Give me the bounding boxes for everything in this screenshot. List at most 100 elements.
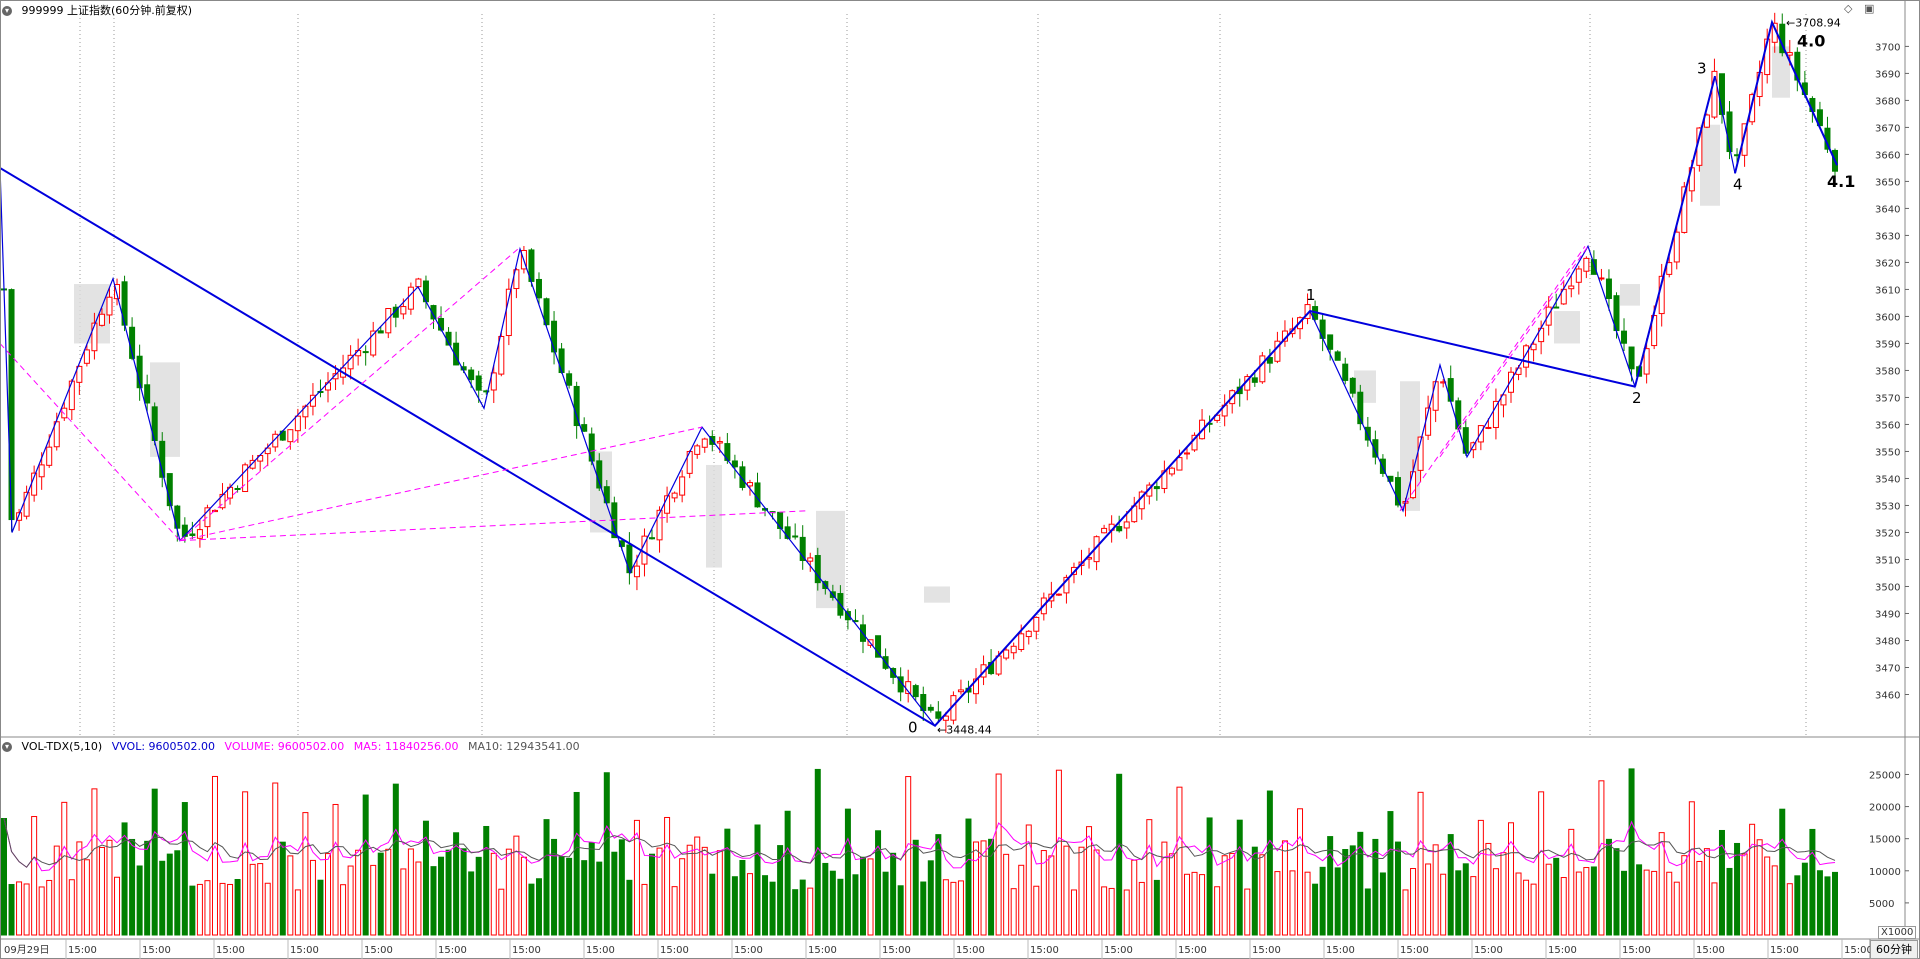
candle-body[interactable] (1394, 477, 1401, 506)
volume-bar[interactable] (905, 776, 912, 936)
volume-bar[interactable] (807, 887, 814, 936)
volume-bar[interactable] (1086, 826, 1093, 936)
candle-body[interactable] (731, 460, 738, 468)
volume-bar[interactable] (498, 888, 505, 936)
volume-bar[interactable] (1146, 819, 1153, 936)
candle-body[interactable] (1266, 357, 1273, 364)
candle-body[interactable] (453, 342, 460, 366)
volume-bar[interactable] (1372, 838, 1379, 936)
candle-body[interactable] (1786, 52, 1793, 56)
volume-bar[interactable] (1078, 846, 1085, 936)
volume-bar[interactable] (882, 871, 889, 936)
volume-bar[interactable] (1364, 888, 1371, 936)
volume-bar[interactable] (31, 816, 38, 936)
candle-body[interactable] (91, 322, 98, 352)
volume-bar[interactable] (1297, 808, 1304, 936)
volume-bar[interactable] (1756, 839, 1763, 936)
volume-bar[interactable] (159, 860, 166, 936)
volume-bar[interactable] (1244, 888, 1251, 936)
volume-bar[interactable] (784, 810, 791, 936)
volume-bar[interactable] (1492, 868, 1499, 936)
candle-body[interactable] (76, 365, 83, 383)
volume-bar[interactable] (1387, 811, 1394, 936)
volume-bar[interactable] (1628, 768, 1635, 936)
candle-body[interactable] (1462, 427, 1469, 454)
volume-bar[interactable] (1379, 872, 1386, 936)
candle-body[interactable] (196, 529, 203, 539)
candle-body[interactable] (1123, 521, 1130, 529)
volume-bar[interactable] (920, 881, 927, 936)
candle-body[interactable] (1025, 630, 1032, 638)
volume-bar[interactable] (543, 819, 550, 936)
candle-body[interactable] (1485, 426, 1492, 429)
volume-bar[interactable] (1485, 842, 1492, 936)
candle-body[interactable] (1183, 452, 1190, 455)
candle-body[interactable] (1176, 457, 1183, 471)
volume-bar[interactable] (151, 788, 158, 936)
volume-bar[interactable] (181, 802, 188, 936)
volume-bar[interactable] (1824, 876, 1831, 936)
volume-bar[interactable] (679, 858, 686, 936)
volume-bar[interactable] (136, 865, 143, 936)
volume-bar[interactable] (769, 881, 776, 936)
volume-bar[interactable] (76, 841, 83, 936)
candle-body[interactable] (1718, 73, 1725, 115)
volume-bar[interactable] (1462, 863, 1469, 936)
candle-body[interactable] (1063, 576, 1070, 594)
candle-body[interactable] (1364, 426, 1371, 441)
candle-body[interactable] (792, 535, 799, 538)
volume-bar[interactable] (1221, 855, 1228, 936)
volume-bar[interactable] (1470, 876, 1477, 936)
volume-bar[interactable] (1809, 828, 1816, 936)
candle-body[interactable] (1033, 616, 1040, 632)
volume-bar[interactable] (53, 845, 60, 936)
volume-bar[interactable] (279, 841, 286, 936)
volume-bar[interactable] (1568, 828, 1575, 936)
volume-bar[interactable] (294, 889, 301, 936)
volume-bar[interactable] (649, 853, 656, 936)
volume-bar[interactable] (1131, 859, 1138, 936)
candle-body[interactable] (114, 284, 121, 300)
candle-body[interactable] (1523, 345, 1530, 368)
volume-bar[interactable] (1786, 883, 1793, 936)
candle-body[interactable] (618, 540, 625, 547)
volume-bar[interactable] (1312, 883, 1319, 936)
volume-bar[interactable] (1417, 791, 1424, 936)
candle-body[interactable] (415, 278, 422, 288)
volume-bar[interactable] (558, 856, 565, 936)
volume-bar[interactable] (792, 889, 799, 936)
volume-bar[interactable] (1357, 831, 1364, 936)
volume-bar[interactable] (664, 816, 671, 936)
volume-bar[interactable] (1621, 870, 1628, 936)
candle-body[interactable] (46, 446, 53, 466)
volume-bar[interactable] (1410, 868, 1417, 936)
volume-bar[interactable] (460, 848, 467, 936)
volume-bar[interactable] (535, 878, 542, 936)
candle-body[interactable] (664, 495, 671, 514)
volume-bar[interactable] (234, 879, 241, 936)
volume-bar[interactable] (1176, 786, 1183, 936)
candle-body[interactable] (754, 482, 761, 508)
volume-bar[interactable] (724, 828, 731, 936)
volume-bar[interactable] (264, 882, 271, 936)
volume-bar[interactable] (1688, 801, 1695, 936)
chevron-down-icon[interactable]: ▾ (2, 742, 12, 752)
volume-bar[interactable] (520, 856, 527, 936)
volume-bar[interactable] (611, 851, 618, 936)
volume-bar[interactable] (1545, 863, 1552, 936)
candle-body[interactable] (1447, 378, 1454, 402)
candle-body[interactable] (264, 447, 271, 455)
candle-body[interactable] (189, 533, 196, 536)
volume-bar[interactable] (777, 845, 784, 936)
volume-bar[interactable] (754, 824, 761, 936)
volume-bar[interactable] (1101, 886, 1108, 936)
volume-bar[interactable] (942, 879, 949, 936)
volume-bar[interactable] (822, 862, 829, 936)
volume-bar[interactable] (656, 847, 663, 936)
candle-body[interactable] (53, 421, 60, 448)
candle-body[interactable] (1101, 527, 1108, 534)
candle-body[interactable] (38, 464, 45, 478)
volume-bar[interactable] (1726, 867, 1733, 936)
candle-body[interactable] (505, 288, 512, 337)
volume-bar[interactable] (249, 863, 256, 936)
